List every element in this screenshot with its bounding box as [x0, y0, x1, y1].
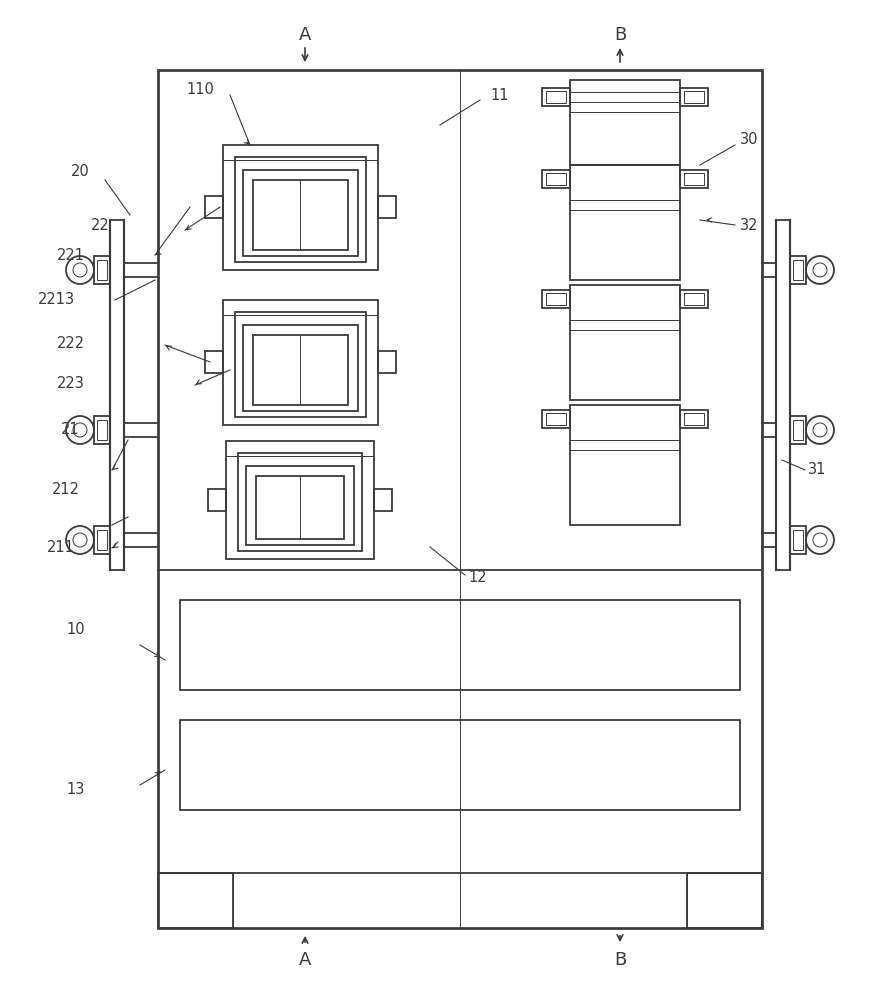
Bar [542, 410, 570, 428]
Text: B: B [614, 951, 626, 969]
Bar [546, 91, 566, 103]
Bar [790, 526, 806, 554]
Bar [546, 293, 566, 305]
Bar [680, 170, 708, 188]
Text: 21: 21 [61, 422, 80, 438]
Bar [546, 413, 566, 425]
Bar [235, 312, 366, 416]
Text: 30: 30 [740, 132, 758, 147]
Bar [793, 260, 803, 280]
Bar [256, 476, 344, 539]
Text: A: A [299, 951, 312, 969]
Bar [97, 260, 107, 280]
Text: 20: 20 [72, 164, 90, 180]
Bar [242, 324, 358, 410]
Bar [204, 351, 222, 373]
Bar [94, 256, 110, 284]
Bar [97, 420, 107, 440]
Bar [94, 526, 110, 554]
Bar [570, 405, 680, 525]
Text: 221: 221 [57, 247, 85, 262]
Bar [158, 873, 233, 928]
Bar [570, 285, 680, 400]
Bar [208, 489, 226, 511]
Bar [570, 80, 680, 165]
Bar [680, 88, 708, 106]
Text: 222: 222 [57, 336, 85, 351]
Bar [790, 256, 806, 284]
Bar [542, 88, 570, 106]
Text: 211: 211 [47, 540, 75, 554]
Text: B: B [614, 26, 626, 44]
Bar [226, 441, 374, 559]
Bar [158, 70, 762, 928]
Bar [238, 453, 362, 551]
Text: 12: 12 [468, 570, 487, 585]
Bar [222, 300, 378, 424]
Text: 22: 22 [91, 218, 110, 232]
Bar [684, 293, 704, 305]
Bar [252, 334, 348, 404]
Bar [790, 416, 806, 444]
Bar [684, 413, 704, 425]
Bar [252, 180, 348, 249]
Text: 2213: 2213 [38, 292, 75, 308]
Text: 13: 13 [66, 782, 85, 798]
Bar [235, 156, 366, 261]
Bar [204, 196, 222, 218]
Bar [242, 169, 358, 255]
Bar [246, 466, 354, 545]
Text: 212: 212 [52, 483, 80, 497]
Text: A: A [299, 26, 312, 44]
Bar [94, 416, 110, 444]
Text: 31: 31 [808, 462, 827, 478]
Bar [570, 165, 680, 280]
Bar [680, 410, 708, 428]
Bar [542, 290, 570, 308]
Bar [180, 600, 740, 690]
Bar [378, 351, 396, 373]
Bar [684, 173, 704, 185]
Bar [97, 530, 107, 550]
Bar [793, 420, 803, 440]
Text: 10: 10 [66, 622, 85, 638]
Bar [378, 196, 396, 218]
Text: 223: 223 [58, 375, 85, 390]
Text: 32: 32 [740, 218, 758, 232]
Text: 11: 11 [490, 88, 509, 103]
Bar [687, 873, 762, 928]
Bar [374, 489, 392, 511]
Text: 110: 110 [186, 83, 214, 98]
Bar [546, 173, 566, 185]
Bar [222, 144, 378, 269]
Bar [180, 720, 740, 810]
Bar [680, 290, 708, 308]
Bar [542, 170, 570, 188]
Bar [793, 530, 803, 550]
Bar [684, 91, 704, 103]
